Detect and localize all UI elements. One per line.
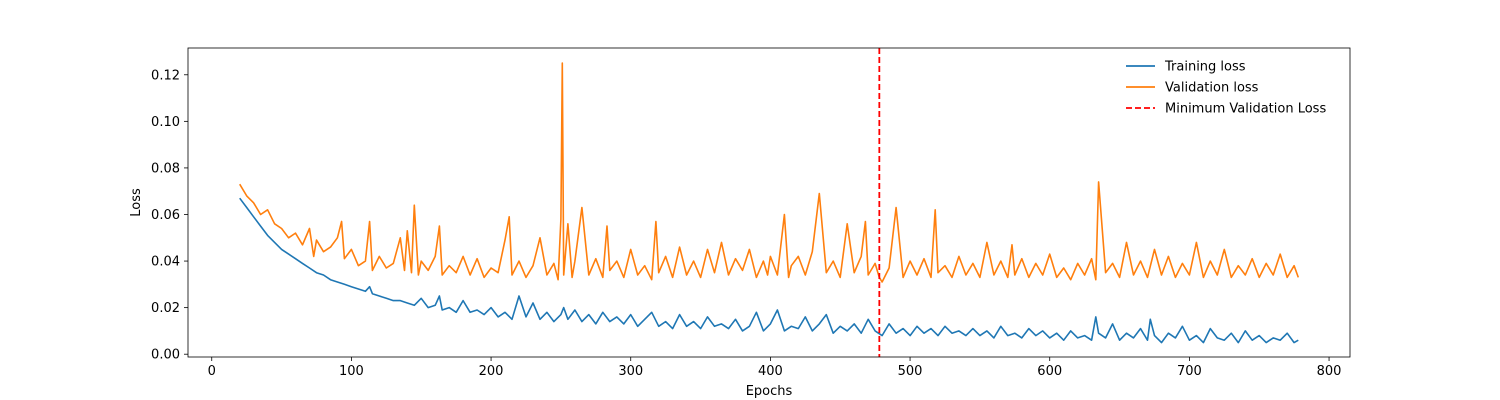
x-tick-label: 700 — [1177, 364, 1202, 379]
y-axis-label: Loss — [129, 188, 144, 217]
legend-label: Training loss — [1164, 60, 1246, 75]
legend-label: Validation loss — [1165, 81, 1259, 96]
y-tick-label: 0.10 — [151, 115, 180, 130]
legend: Training loss Validation loss Minimum Vali… — [1126, 60, 1326, 117]
y-tick-label: 0.08 — [151, 161, 180, 176]
series-line-validation-loss — [239, 62, 1300, 283]
y-tick-label: 0.12 — [151, 68, 180, 83]
x-tick-label: 100 — [339, 364, 364, 379]
x-tick-label: 400 — [758, 364, 783, 379]
x-tick-label: 600 — [1037, 364, 1062, 379]
x-axis-ticks: 0 100 200 300 400 500 600 700 800 — [208, 357, 1342, 379]
x-axis-label: Epochs — [746, 384, 793, 399]
y-tick-label: 0.02 — [151, 301, 180, 316]
x-tick-label: 800 — [1317, 364, 1342, 379]
plot-frame — [187, 47, 1351, 358]
y-axis-ticks: 0.00 0.02 0.04 0.06 0.08 0.10 0.12 — [151, 68, 188, 363]
y-tick-label: 0.04 — [151, 255, 180, 270]
x-tick-label: 300 — [618, 364, 643, 379]
plot-area — [239, 48, 1300, 357]
y-tick-label: 0.00 — [151, 348, 180, 363]
legend-label: Minimum Validation Loss — [1165, 102, 1326, 117]
series-line-training-loss — [239, 197, 1299, 344]
x-tick-label: 500 — [898, 364, 923, 379]
x-tick-label: 200 — [479, 364, 504, 379]
y-tick-label: 0.06 — [151, 208, 180, 223]
x-tick-label: 0 — [208, 364, 216, 379]
